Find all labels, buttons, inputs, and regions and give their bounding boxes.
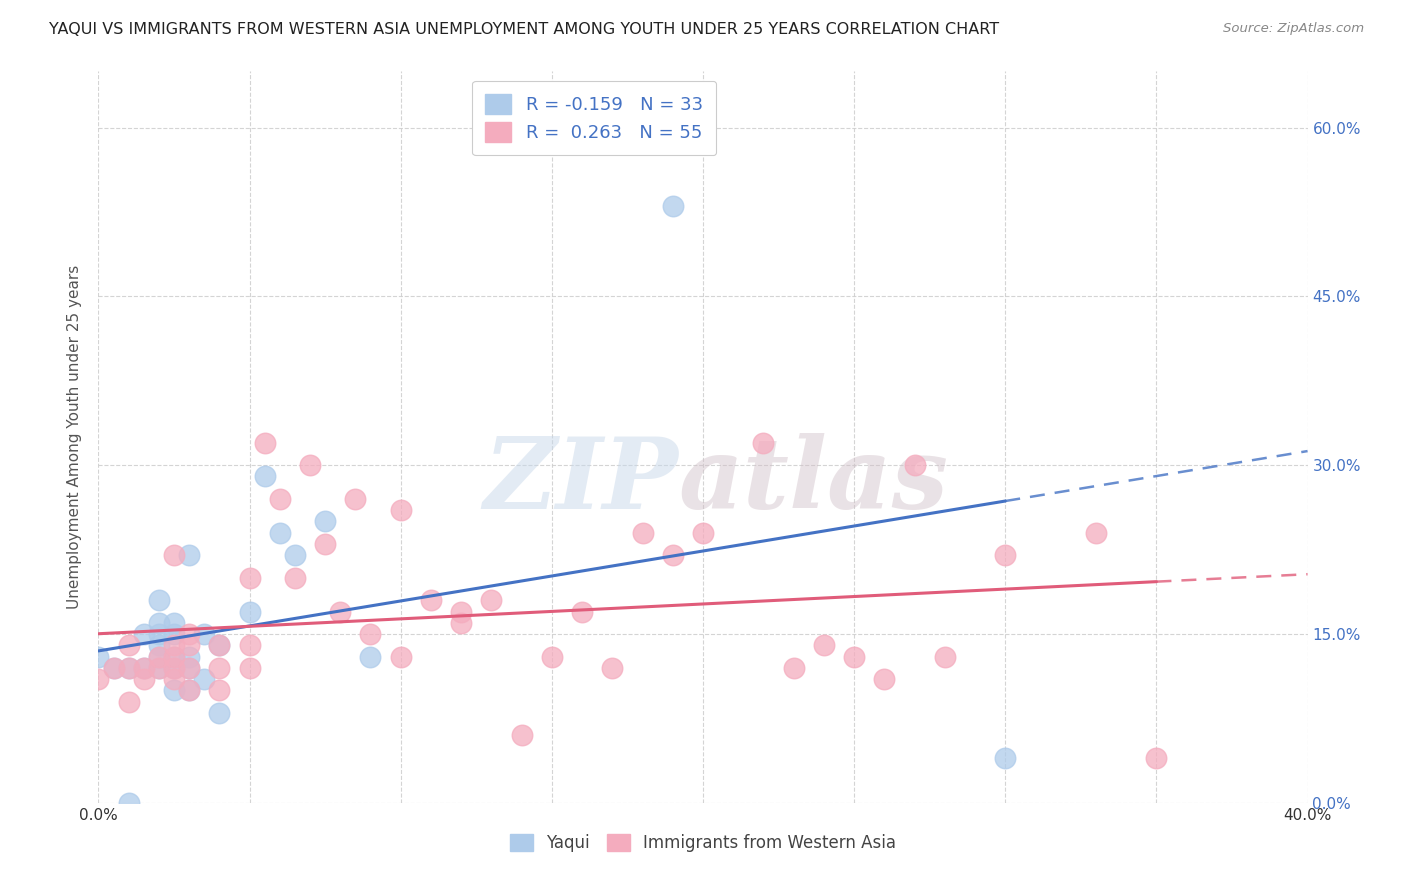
Point: [344, 491, 367, 506]
Point: [118, 661, 141, 675]
Point: [692, 525, 714, 540]
Point: [87, 672, 110, 686]
Point: [269, 491, 291, 506]
Point: [239, 638, 262, 652]
Point: [148, 593, 170, 607]
Point: [208, 661, 231, 675]
Point: [148, 627, 170, 641]
Point: [163, 615, 186, 630]
Point: [844, 649, 866, 664]
Point: [631, 525, 654, 540]
Point: [132, 661, 155, 675]
Point: [163, 627, 186, 641]
Text: atlas: atlas: [679, 433, 949, 529]
Point: [163, 661, 186, 675]
Point: [360, 627, 382, 641]
Point: [284, 548, 307, 562]
Point: [1144, 751, 1167, 765]
Point: [103, 661, 125, 675]
Point: [148, 649, 170, 664]
Point: [1085, 525, 1108, 540]
Point: [783, 661, 806, 675]
Point: [329, 605, 352, 619]
Point: [163, 638, 186, 652]
Point: [299, 458, 322, 473]
Point: [148, 615, 170, 630]
Point: [118, 694, 141, 708]
Point: [163, 649, 186, 664]
Point: [239, 661, 262, 675]
Point: [389, 649, 412, 664]
Point: [208, 683, 231, 698]
Point: [481, 593, 503, 607]
Point: [179, 661, 201, 675]
Point: [253, 469, 276, 483]
Point: [994, 548, 1017, 562]
Point: [179, 548, 201, 562]
Point: [360, 649, 382, 664]
Point: [540, 649, 562, 664]
Point: [239, 571, 262, 585]
Point: [450, 615, 472, 630]
Point: [163, 672, 186, 686]
Point: [148, 638, 170, 652]
Point: [752, 435, 775, 450]
Point: [118, 638, 141, 652]
Point: [450, 605, 472, 619]
Point: [179, 638, 201, 652]
Point: [253, 435, 276, 450]
Point: [87, 649, 110, 664]
Point: [103, 661, 125, 675]
Point: [208, 638, 231, 652]
Point: [239, 605, 262, 619]
Point: [314, 515, 336, 529]
Point: [118, 796, 141, 810]
Point: [193, 627, 215, 641]
Point: [389, 503, 412, 517]
Text: YAQUI VS IMMIGRANTS FROM WESTERN ASIA UNEMPLOYMENT AMONG YOUTH UNDER 25 YEARS CO: YAQUI VS IMMIGRANTS FROM WESTERN ASIA UN…: [49, 22, 1000, 37]
Point: [208, 638, 231, 652]
Point: [163, 649, 186, 664]
Point: [132, 661, 155, 675]
Point: [193, 672, 215, 686]
Point: [148, 661, 170, 675]
Point: [873, 672, 896, 686]
Point: [904, 458, 927, 473]
Point: [179, 683, 201, 698]
Point: [179, 683, 201, 698]
Point: [602, 661, 624, 675]
Point: [661, 548, 683, 562]
Legend: Yaqui, Immigrants from Western Asia: Yaqui, Immigrants from Western Asia: [502, 825, 904, 860]
Point: [148, 661, 170, 675]
Point: [510, 728, 533, 742]
Point: [284, 571, 307, 585]
Point: [420, 593, 443, 607]
Y-axis label: Unemployment Among Youth under 25 years: Unemployment Among Youth under 25 years: [67, 265, 83, 609]
Point: [571, 605, 593, 619]
Point: [813, 638, 835, 652]
Point: [148, 649, 170, 664]
Point: [132, 672, 155, 686]
Point: [179, 661, 201, 675]
Point: [314, 537, 336, 551]
Point: [994, 751, 1017, 765]
Point: [118, 661, 141, 675]
Point: [132, 627, 155, 641]
Text: Source: ZipAtlas.com: Source: ZipAtlas.com: [1223, 22, 1364, 36]
Point: [208, 706, 231, 720]
Point: [163, 683, 186, 698]
Point: [163, 661, 186, 675]
Point: [163, 548, 186, 562]
Text: ZIP: ZIP: [484, 433, 679, 529]
Point: [179, 627, 201, 641]
Point: [934, 649, 956, 664]
Point: [179, 649, 201, 664]
Point: [269, 525, 291, 540]
Point: [661, 199, 683, 213]
